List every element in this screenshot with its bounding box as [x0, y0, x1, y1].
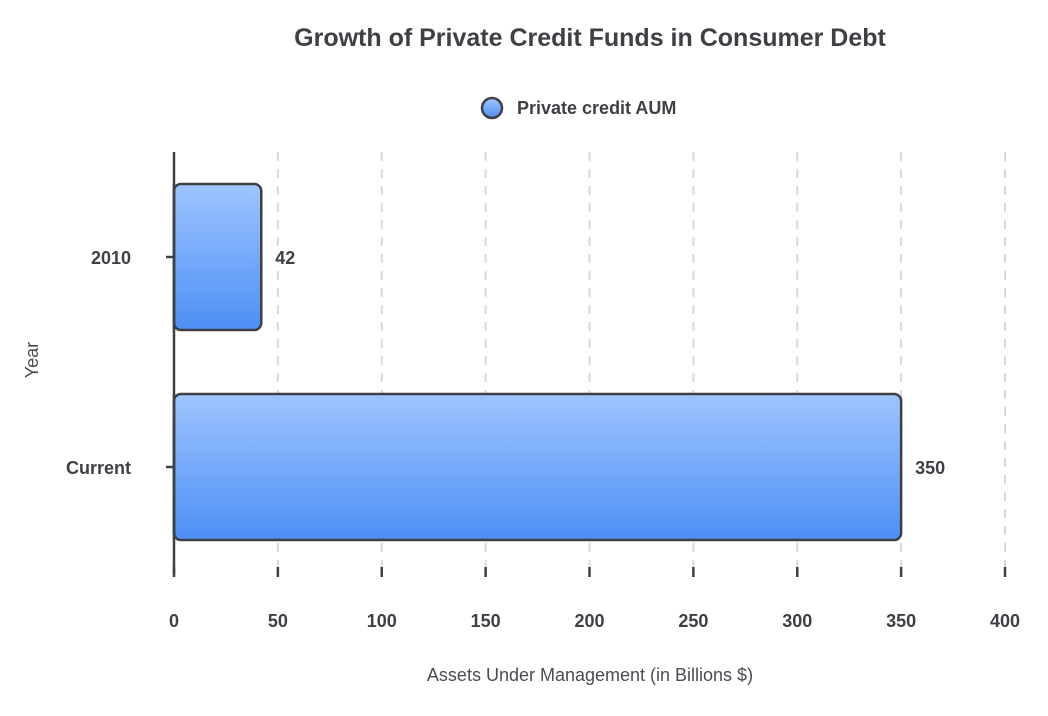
legend: Private credit AUM [480, 96, 676, 120]
bars [172, 182, 903, 542]
axes [166, 152, 1007, 577]
bar-2010 [172, 182, 263, 332]
labels: 0 50 100 150 200 250 300 350 400 2010 42 Current 350 [66, 248, 1020, 631]
data-label: 350 [915, 458, 945, 478]
grid-lines [276, 152, 1006, 572]
x-tick-label: 400 [990, 611, 1020, 631]
x-tick-label: 200 [574, 611, 604, 631]
y-tick-label: 2010 [91, 248, 131, 268]
x-tick-label: 300 [782, 611, 812, 631]
x-tick-label: 0 [169, 611, 179, 631]
x-tick-label: 350 [886, 611, 916, 631]
legend-label: Private credit AUM [517, 98, 676, 118]
x-tick-label: 100 [367, 611, 397, 631]
x-tick-label: 50 [268, 611, 288, 631]
chart-title: Growth of Private Credit Funds in Consum… [294, 24, 886, 52]
bar-current [172, 392, 903, 542]
legend-swatch [480, 96, 504, 120]
data-label: 42 [275, 248, 295, 268]
y-axis-title: Year [22, 342, 42, 378]
x-tick-label: 250 [678, 611, 708, 631]
x-tick-label: 150 [471, 611, 501, 631]
x-axis-title: Assets Under Management (in Billions $) [427, 665, 753, 685]
y-tick-label: Current [66, 458, 131, 478]
